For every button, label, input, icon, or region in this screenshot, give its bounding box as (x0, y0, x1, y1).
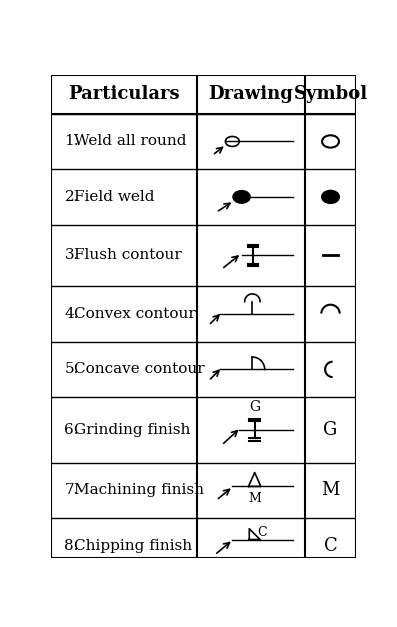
Text: C: C (258, 526, 267, 539)
Text: 6.: 6. (64, 423, 79, 437)
Text: G: G (249, 399, 260, 414)
Text: Concave contour: Concave contour (74, 362, 204, 376)
Text: 8.: 8. (64, 539, 79, 553)
Text: Chipping finish: Chipping finish (74, 539, 192, 553)
Text: Machining finish: Machining finish (74, 483, 204, 497)
Text: Particulars: Particulars (68, 85, 179, 103)
Text: Grinding finish: Grinding finish (74, 423, 190, 437)
Text: M: M (321, 482, 340, 499)
Text: M: M (248, 492, 261, 505)
Text: C: C (324, 537, 337, 555)
Text: Symbol: Symbol (293, 85, 368, 103)
Text: Flush contour: Flush contour (74, 248, 181, 263)
Text: 4.: 4. (64, 307, 79, 321)
Text: Drawing: Drawing (208, 85, 293, 103)
Ellipse shape (233, 191, 250, 203)
Text: 7.: 7. (64, 483, 79, 497)
Text: 2.: 2. (64, 190, 79, 204)
Text: 1.: 1. (64, 134, 79, 149)
Text: Weld all round: Weld all round (74, 134, 186, 149)
Text: 5.: 5. (64, 362, 79, 376)
Ellipse shape (322, 191, 339, 203)
Text: G: G (324, 421, 337, 439)
Text: Field weld: Field weld (74, 190, 154, 204)
Text: 3.: 3. (64, 248, 79, 263)
Text: Convex contour: Convex contour (74, 307, 195, 321)
